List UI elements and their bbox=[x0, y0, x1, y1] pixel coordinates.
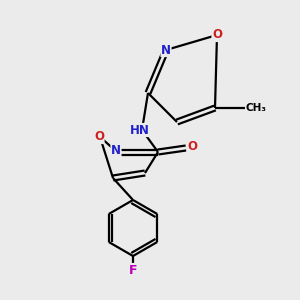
Text: N: N bbox=[111, 145, 121, 158]
Text: O: O bbox=[187, 140, 197, 154]
Text: HN: HN bbox=[130, 124, 150, 136]
Text: F: F bbox=[129, 263, 137, 277]
Text: O: O bbox=[212, 28, 222, 41]
Text: N: N bbox=[161, 44, 171, 56]
Text: CH₃: CH₃ bbox=[245, 103, 266, 113]
Text: O: O bbox=[94, 130, 104, 143]
